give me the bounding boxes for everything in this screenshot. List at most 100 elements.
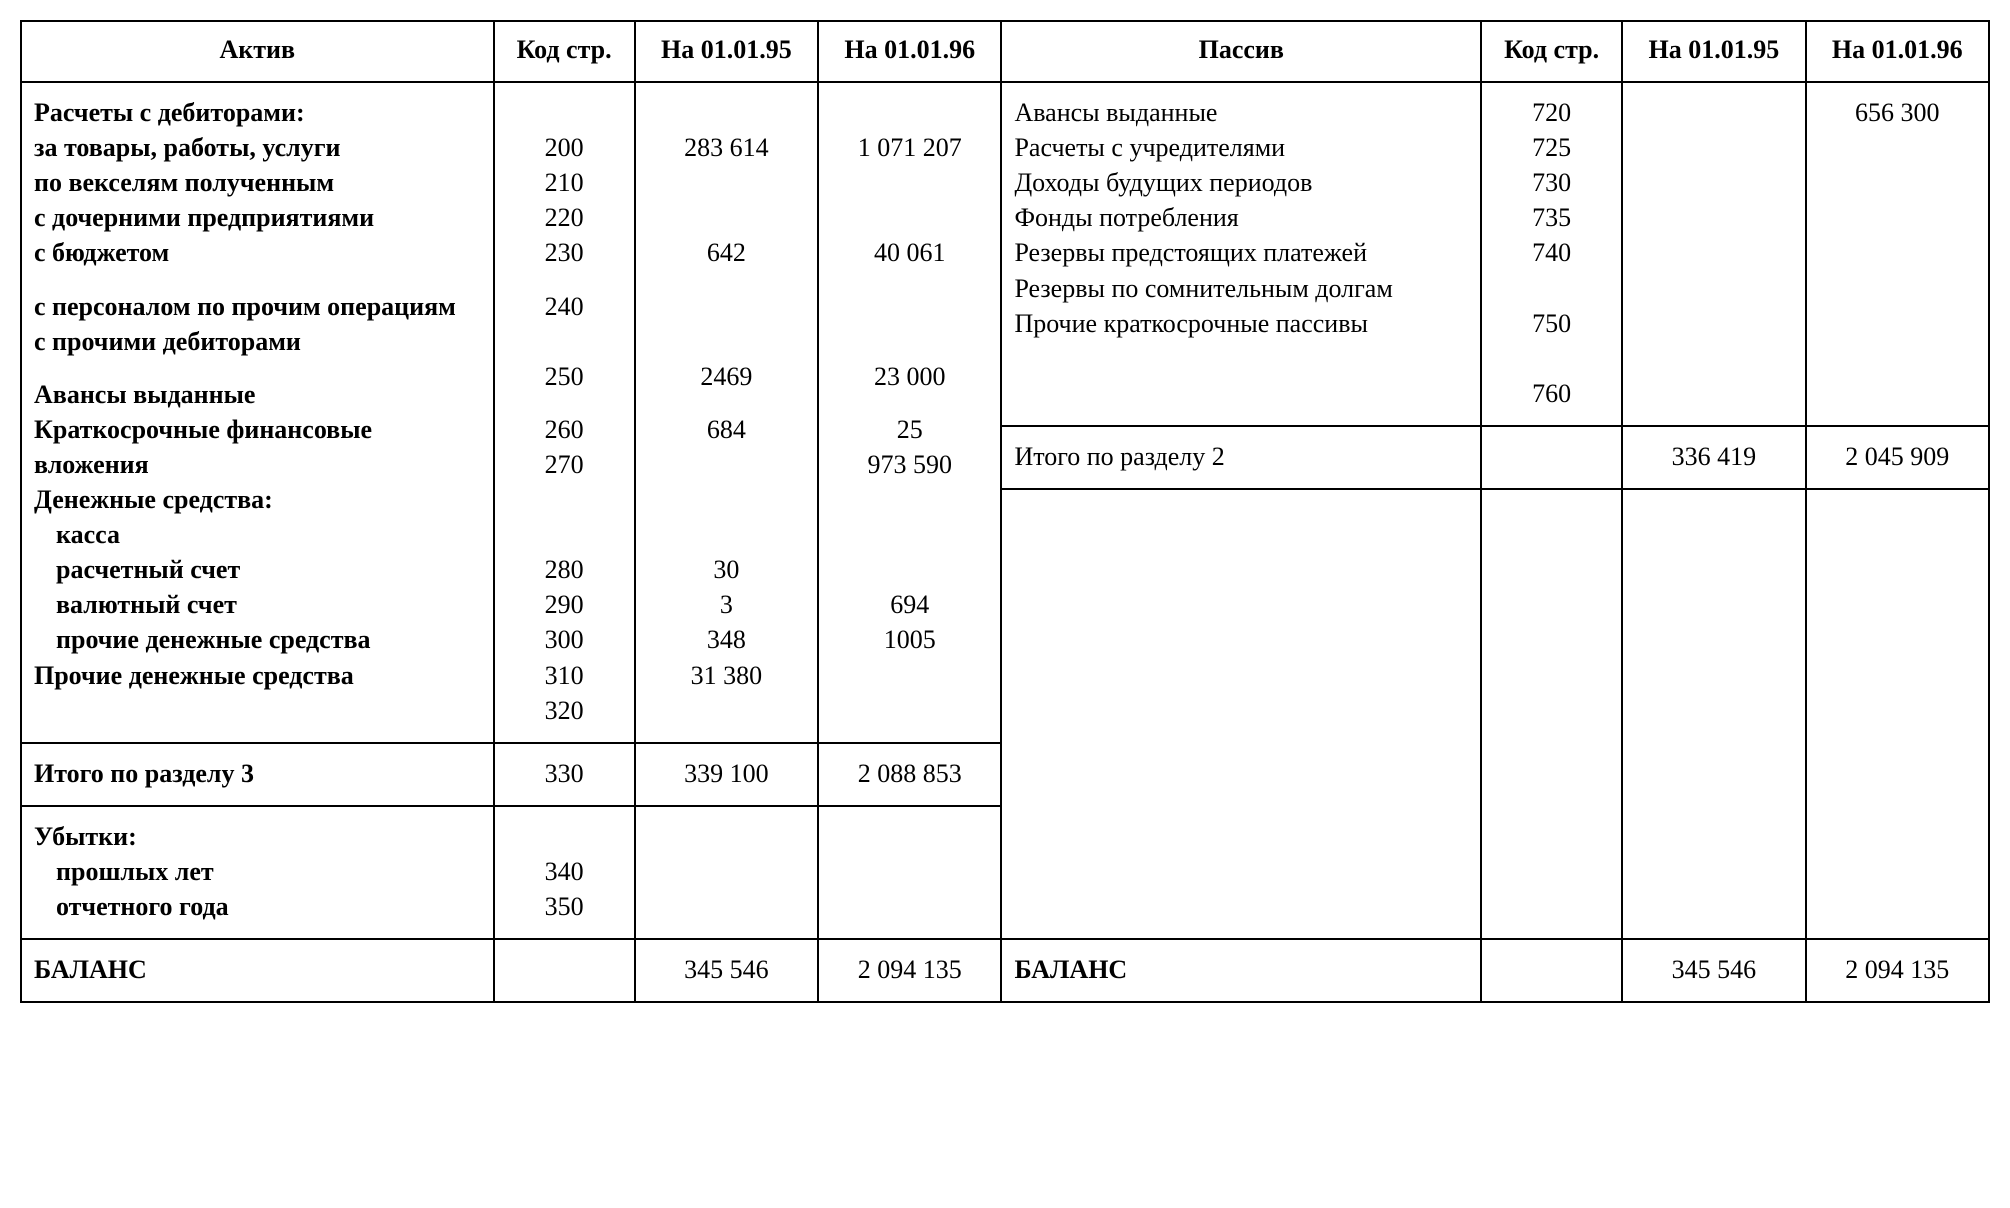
cell-text: 2469 <box>642 359 811 394</box>
cell-text: Краткосрочные финансовые вложения <box>34 412 481 482</box>
passiv-empty-v96 <box>1806 489 1989 939</box>
passiv-itogo-label: Итого по разделу 2 <box>1001 426 1481 489</box>
cell-text: с бюджетом <box>34 235 481 270</box>
cell-text: 720 <box>1488 95 1615 130</box>
passiv-empty-code <box>1481 489 1622 939</box>
cell-text: 1005 <box>825 622 994 657</box>
cell-text: 973 590 <box>825 447 994 482</box>
balance-aktiv-label: БАЛАНС <box>21 939 494 1002</box>
cell-text: 270 <box>501 447 628 482</box>
balance-passiv-label: БАЛАНС <box>1001 939 1481 1002</box>
cell-text: Доходы будущих периодов <box>1014 165 1468 200</box>
cell-text: Расчеты с дебиторами: <box>34 95 481 130</box>
cell-text: 25 <box>825 412 994 447</box>
cell-text: за товары, работы, услуги <box>34 130 481 165</box>
cell-text: Авансы выданные <box>1014 95 1468 130</box>
passiv-itogo-v95: 336 419 <box>1622 426 1805 489</box>
balance-passiv-v95: 345 546 <box>1622 939 1805 1002</box>
losses-codes: 340 350 <box>494 806 635 939</box>
aktiv-itogo-v96: 2 088 853 <box>818 743 1001 806</box>
cell-text: отчетного года <box>34 889 481 924</box>
cell-text: расчетный счет <box>34 552 481 587</box>
cell-text: Резервы по сомнительным долгам <box>1014 271 1468 306</box>
cell-text: прочие денежные средства <box>34 622 481 657</box>
cell-text: 3 <box>642 587 811 622</box>
cell-text: 240 <box>501 289 628 324</box>
passiv-codes-block: 720 725 730 735 740 750 760 <box>1481 82 1622 426</box>
cell-text: 735 <box>1488 200 1615 235</box>
cell-text: 310 <box>501 658 628 693</box>
col-kod-a: Код стр. <box>494 21 635 82</box>
aktiv-v96-block: 1 071 207 40 061 23 000 25 973 590 694 1… <box>818 82 1001 743</box>
passiv-itogo-code <box>1481 426 1622 489</box>
col-na96-p: На 01.01.96 <box>1806 21 1989 82</box>
cell-text: 320 <box>501 693 628 728</box>
cell-text: 300 <box>501 622 628 657</box>
cell-text: Расчеты с учредителями <box>1014 130 1468 165</box>
cell-text: Прочие краткосрочные пассивы <box>1014 306 1468 341</box>
cell-text: Фонды потребления <box>1014 200 1468 235</box>
balance-row: БАЛАНС 345 546 2 094 135 БАЛАНС 345 546 … <box>21 939 1989 1002</box>
cell-text: 200 <box>501 130 628 165</box>
cell-text: 40 061 <box>825 235 994 270</box>
table-header-row: Актив Код стр. На 01.01.95 На 01.01.96 П… <box>21 21 1989 82</box>
aktiv-v95-block: 283 614 642 2469 684 30 3 348 31 380 <box>635 82 818 743</box>
cell-text: 694 <box>825 587 994 622</box>
cell-text: 348 <box>642 622 811 657</box>
passiv-empty-desc <box>1001 489 1481 939</box>
passiv-v95-block <box>1622 82 1805 426</box>
col-kod-p: Код стр. <box>1481 21 1622 82</box>
balance-passiv-code <box>1481 939 1622 1002</box>
losses-v95 <box>635 806 818 939</box>
cell-text: 684 <box>642 412 811 447</box>
aktiv-itogo-code: 330 <box>494 743 635 806</box>
col-na95-p: На 01.01.95 <box>1622 21 1805 82</box>
cell-text: 290 <box>501 587 628 622</box>
balance-sheet-table: Актив Код стр. На 01.01.95 На 01.01.96 П… <box>20 20 1990 1003</box>
cell-text: касса <box>34 517 481 552</box>
cell-text: 350 <box>501 889 628 924</box>
cell-text: 23 000 <box>825 359 994 394</box>
cell-text: 260 <box>501 412 628 447</box>
cell-text: 30 <box>642 552 811 587</box>
cell-text: с персоналом по прочим операциям <box>34 289 481 324</box>
cell-text: Убытки: <box>34 819 481 854</box>
cell-text: с дочерними предприятиями <box>34 200 481 235</box>
passiv-desc-block: Авансы выданные Расчеты с учредителями Д… <box>1001 82 1481 426</box>
aktiv-desc-block: Расчеты с дебиторами: за товары, работы,… <box>21 82 494 743</box>
cell-text: 760 <box>1488 376 1615 411</box>
cell-text: прошлых лет <box>34 854 481 889</box>
cell-text: валютный счет <box>34 587 481 622</box>
body-row-1: Расчеты с дебиторами: за товары, работы,… <box>21 82 1989 426</box>
cell-text: 280 <box>501 552 628 587</box>
losses-v96 <box>818 806 1001 939</box>
cell-text: 1 071 207 <box>825 130 994 165</box>
balance-aktiv-code <box>494 939 635 1002</box>
balance-passiv-v96: 2 094 135 <box>1806 939 1989 1002</box>
cell-text: 250 <box>501 359 628 394</box>
cell-text: 740 <box>1488 235 1615 270</box>
cell-text: 340 <box>501 854 628 889</box>
cell-text: Авансы выданные <box>34 377 481 412</box>
cell-text: 210 <box>501 165 628 200</box>
cell-text: с прочими дебиторами <box>34 324 481 359</box>
cell-text: 283 614 <box>642 130 811 165</box>
cell-text: Денежные средства: <box>34 482 481 517</box>
cell-text: 230 <box>501 235 628 270</box>
cell-text: 31 380 <box>642 658 811 693</box>
cell-text: Резервы предстоящих платежей <box>1014 235 1468 270</box>
aktiv-itogo-v95: 339 100 <box>635 743 818 806</box>
col-na95-a: На 01.01.95 <box>635 21 818 82</box>
col-na96-a: На 01.01.96 <box>818 21 1001 82</box>
cell-text: по векселям полученным <box>34 165 481 200</box>
cell-text: 656 300 <box>1813 95 1982 130</box>
balance-aktiv-v95: 345 546 <box>635 939 818 1002</box>
cell-text: Прочие денежные средства <box>34 658 481 693</box>
cell-text: 750 <box>1488 306 1615 341</box>
passiv-itogo-v96: 2 045 909 <box>1806 426 1989 489</box>
losses-desc: Убытки: прошлых лет отчетного года <box>21 806 494 939</box>
cell-text: 642 <box>642 235 811 270</box>
aktiv-itogo-label: Итого по разделу 3 <box>21 743 494 806</box>
cell-text: 730 <box>1488 165 1615 200</box>
col-passiv: Пассив <box>1001 21 1481 82</box>
